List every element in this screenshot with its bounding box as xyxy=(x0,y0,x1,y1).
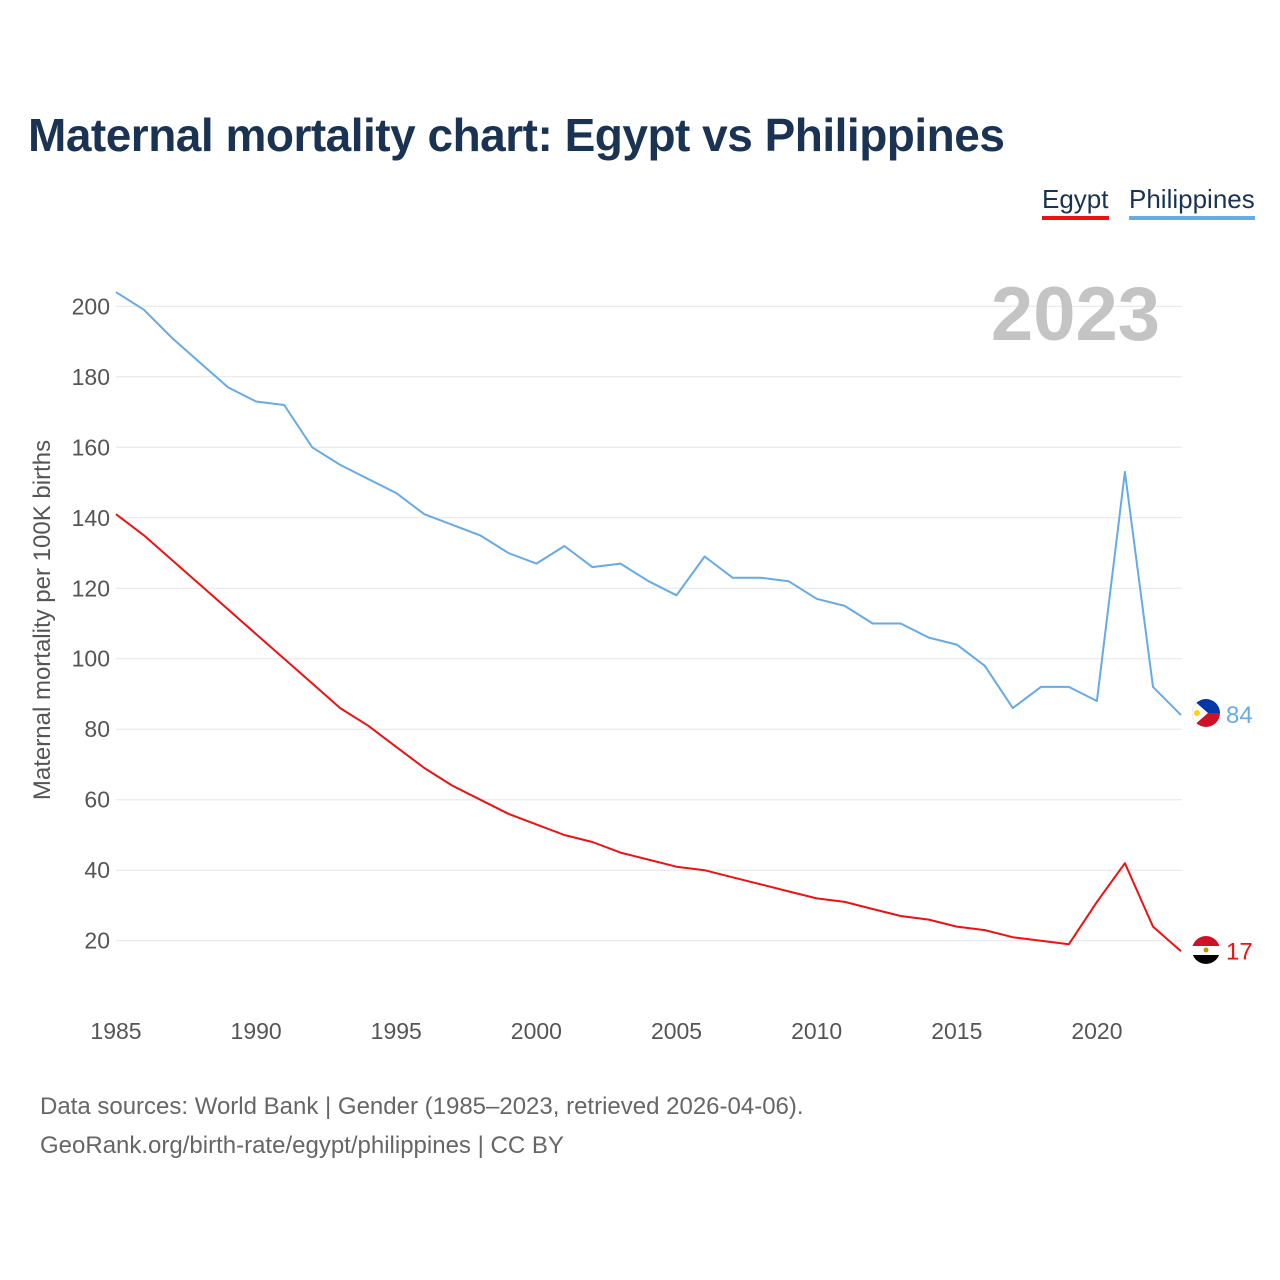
legend-item-philippines[interactable]: Philippines xyxy=(1129,184,1255,220)
y-tick-label: 120 xyxy=(72,575,110,601)
x-tick-label: 2010 xyxy=(791,1018,842,1044)
y-axis-ticks: 20 40 60 80 100 120 140 160 180 200 xyxy=(72,293,110,953)
legend-swatch-egypt xyxy=(1042,216,1109,220)
y-axis-label: Maternal mortality per 100K births xyxy=(29,440,56,800)
legend-item-egypt[interactable]: Egypt xyxy=(1042,184,1109,220)
philippines-flag-icon xyxy=(1192,699,1220,727)
series-line-philippines xyxy=(115,291,1182,716)
y-tick-label: 180 xyxy=(72,364,110,390)
y-tick-label: 60 xyxy=(84,787,110,813)
legend-label-egypt: Egypt xyxy=(1042,184,1109,214)
x-tick-label: 1990 xyxy=(231,1018,282,1044)
legend-label-philippines: Philippines xyxy=(1129,184,1255,214)
egypt-flag-icon xyxy=(1192,936,1220,964)
y-tick-label: 20 xyxy=(84,928,110,954)
legend-swatch-philippines xyxy=(1129,216,1255,220)
x-tick-label: 2015 xyxy=(931,1018,982,1044)
chart-title: Maternal mortality chart: Egypt vs Phili… xyxy=(28,109,1005,161)
footer-source: Data sources: World Bank | Gender (1985–… xyxy=(40,1093,804,1120)
y-tick-label: 200 xyxy=(72,293,110,319)
footer-link[interactable]: GeoRank.org/birth-rate/egypt/philippines… xyxy=(40,1132,564,1159)
y-tick-label: 100 xyxy=(72,646,110,672)
y-tick-label: 160 xyxy=(72,434,110,460)
footer: Data sources: World Bank | Gender (1985–… xyxy=(40,1087,804,1165)
end-label-philippines: 84 xyxy=(1226,702,1253,729)
y-tick-label: 40 xyxy=(84,857,110,883)
x-axis-ticks: 1985 1990 1995 2000 2005 2010 2015 2020 xyxy=(90,1018,1122,1044)
end-label-egypt: 17 xyxy=(1226,938,1253,965)
year-label: 2023 xyxy=(991,272,1160,357)
grid-lines xyxy=(116,305,1182,942)
x-tick-label: 2020 xyxy=(1071,1018,1122,1044)
series-line-egypt xyxy=(115,513,1182,953)
y-tick-label: 140 xyxy=(72,505,110,531)
x-tick-label: 1995 xyxy=(371,1018,422,1044)
x-tick-label: 2005 xyxy=(651,1018,702,1044)
y-tick-label: 80 xyxy=(84,716,110,742)
x-tick-label: 1985 xyxy=(90,1018,141,1044)
x-tick-label: 2000 xyxy=(511,1018,562,1044)
